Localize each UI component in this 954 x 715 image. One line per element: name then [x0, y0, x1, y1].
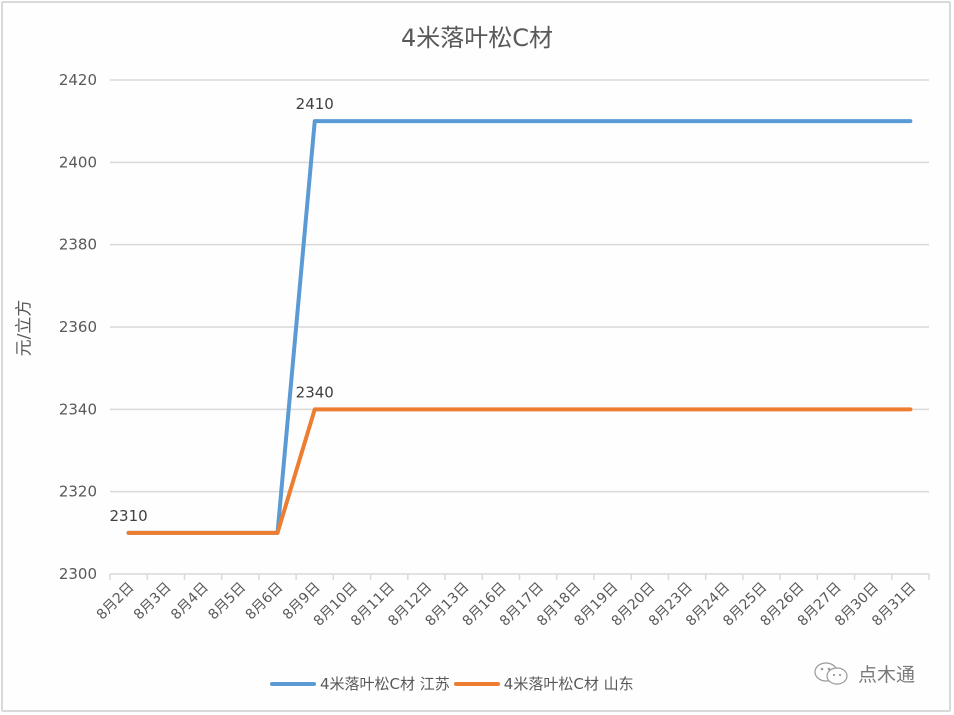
- y-tick-label: 2360: [59, 318, 97, 336]
- series-line-1[interactable]: [126, 407, 913, 535]
- legend-label: 4米落叶松C材 山东: [503, 675, 634, 693]
- legend-label: 4米落叶松C材 江苏: [320, 675, 450, 693]
- y-tick-label: 2340: [59, 400, 97, 418]
- legend-item-shandong[interactable]: 4米落叶松C材 山东: [453, 673, 634, 694]
- y-tick-label: 2300: [59, 565, 97, 583]
- y-tick-label: 2320: [59, 483, 97, 501]
- y-tick-label: 2420: [59, 71, 97, 89]
- legend-swatch-blue: [270, 681, 316, 686]
- x-tick-label: 8月2日: [94, 580, 138, 624]
- watermark-text: 点木通: [858, 664, 916, 686]
- x-tick-label: 8月5日: [205, 580, 249, 624]
- x-tick-label: 8月6日: [243, 580, 287, 624]
- chart-title: 4米落叶松C材: [400, 24, 554, 52]
- wechat-icon: [814, 661, 848, 685]
- y-tick-label: 2380: [59, 236, 97, 254]
- legend-swatch-orange: [453, 681, 500, 686]
- data-label: 2410: [296, 95, 334, 113]
- data-label: 2340: [296, 383, 334, 401]
- x-tick-label: 8月3日: [131, 580, 175, 624]
- legend: 4米落叶松C材 江苏 4米落叶松C材 山东: [270, 673, 638, 694]
- data-label: 2310: [110, 507, 148, 525]
- x-tick-label: 8月4日: [168, 580, 212, 624]
- watermark: 点木通: [812, 660, 915, 687]
- y-tick-label: 2400: [59, 153, 97, 171]
- legend-item-jiangsu[interactable]: 4米落叶松C材 江苏: [270, 673, 450, 694]
